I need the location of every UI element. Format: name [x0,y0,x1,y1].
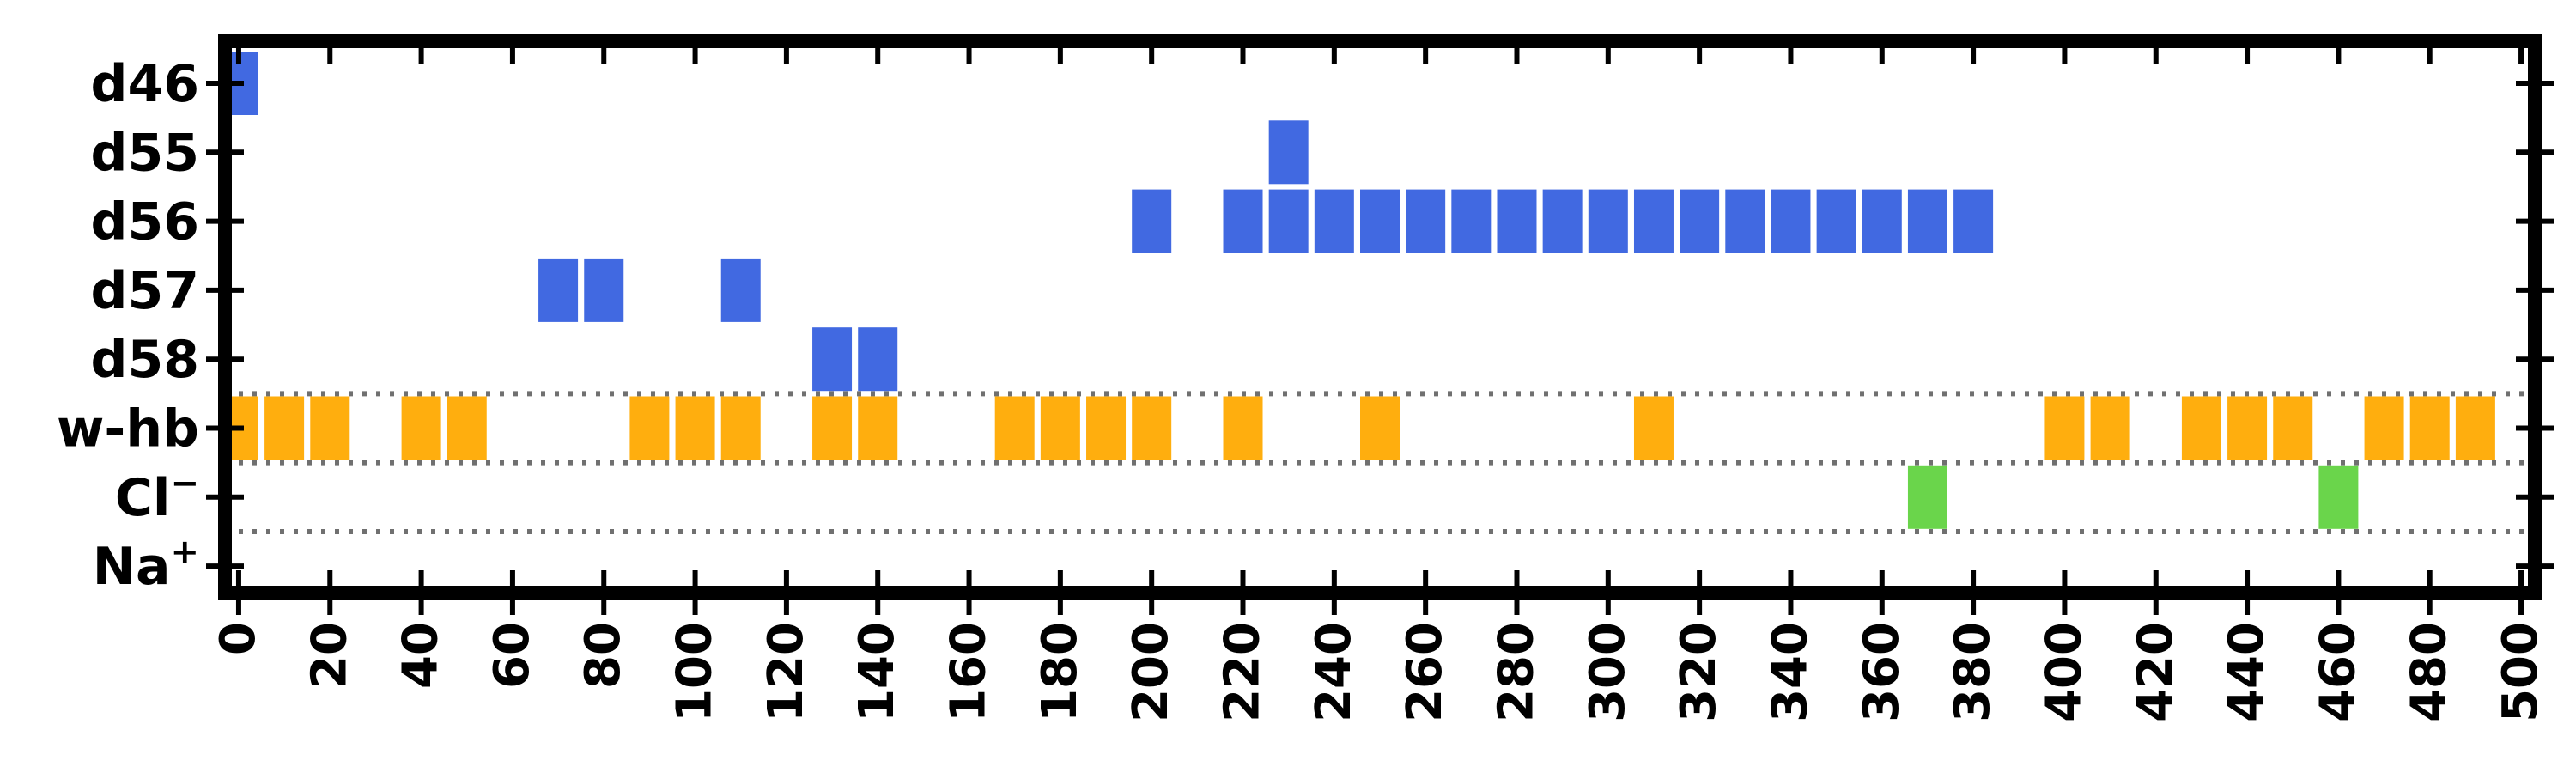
event-block-d56-310 [1633,189,1674,253]
event-block-d58-130 [812,327,853,392]
event-block-d57-80 [584,258,624,322]
event-block-cl-460 [2318,465,2359,529]
x-tick-label-60: 60 [484,622,540,689]
event-block-w-hb-20 [310,396,350,460]
event-block-w-hb-470 [2364,396,2404,460]
x-tick-label-40: 40 [393,622,449,689]
x-tick-label-140: 140 [849,622,905,722]
x-tick-label-220: 220 [1215,622,1271,722]
event-block-w-hb-140 [858,396,898,460]
x-tick-label-300: 300 [1580,622,1636,722]
event-block-d56-220 [1223,189,1263,253]
x-tick-label-180: 180 [1032,622,1088,722]
event-block-d56-280 [1497,189,1537,253]
event-block-w-hb-450 [2273,396,2313,460]
event-block-w-hb-50 [447,396,487,460]
event-block-w-hb-180 [1040,396,1080,460]
x-tick-label-0: 0 [210,622,266,655]
x-tick-label-320: 320 [1671,622,1727,722]
event-block-w-hb-90 [629,396,670,460]
event-block-d56-370 [1907,189,1947,253]
y-tick-label-cl: Cl− [115,464,199,528]
event-block-w-hb-130 [812,396,853,460]
event-block-d56-240 [1314,189,1354,253]
x-tick-label-380: 380 [1945,622,2001,722]
event-block-d56-350 [1816,189,1856,253]
event-block-w-hb-220 [1223,396,1263,460]
x-tick-label-440: 440 [2219,622,2275,722]
x-tick-label-400: 400 [2036,622,2092,722]
x-tick-label-240: 240 [1306,622,1362,722]
event-block-d58-140 [858,327,898,392]
plot-area: 0 20 40 60 80 100 120 140 160 180 200 220 240 260 280 3… [57,34,2554,722]
event-block-w-hb-100 [675,396,715,460]
event-block-cl-370 [1907,465,1947,529]
x-tick-label-460: 460 [2310,622,2366,722]
event-block-w-hb-10 [264,396,305,460]
event-block-w-hb-430 [2181,396,2221,460]
x-tick-label-360: 360 [1854,622,1910,722]
event-block-w-hb-110 [720,396,761,460]
event-block-d56-330 [1725,189,1765,253]
event-block-d56-380 [1953,189,1994,253]
event-block-w-hb-40 [401,396,441,460]
event-block-w-hb-490 [2455,396,2495,460]
x-tick-label-420: 420 [2128,622,2184,722]
event-block-d57-110 [720,258,761,322]
y-tick-label-d56: d56 [91,192,199,253]
x-tick-label-160: 160 [941,622,997,722]
x-tick-label-340: 340 [1762,622,1818,722]
x-tick-label-20: 20 [301,622,357,689]
y-tick-label-d57: d57 [91,261,199,321]
event-block-w-hb-200 [1132,396,1172,460]
y-tick-label-w-hb: w-hb [57,399,199,460]
x-tick-label-100: 100 [667,622,723,722]
y-tick-label-na: Na+ [93,533,199,597]
y-tick-label-d46: d46 [91,54,199,114]
x-tick-label-120: 120 [758,622,814,722]
event-block-w-hb-170 [994,396,1035,460]
event-block-w-hb-400 [2044,396,2085,460]
event-block-d57-70 [538,258,579,322]
event-block-w-hb-310 [1633,396,1674,460]
x-tick-label-500: 500 [2493,622,2549,722]
event-block-w-hb-190 [1086,396,1127,460]
event-block-d56-360 [1862,189,1902,253]
event-block-d55-230 [1268,120,1309,185]
x-tick-label-200: 200 [1123,622,1179,722]
event-block-d56-230 [1268,189,1309,253]
x-tick-label-280: 280 [1488,622,1544,722]
event-block-w-hb-410 [2090,396,2130,460]
event-block-w-hb-480 [2409,396,2450,460]
event-block-d56-270 [1451,189,1492,253]
event-block-d56-250 [1360,189,1400,253]
event-block-w-hb-440 [2227,396,2268,460]
event-block-d56-320 [1680,189,1720,253]
event-block-w-hb-250 [1360,396,1400,460]
x-tick-label-260: 260 [1397,622,1453,722]
y-tick-label-d55: d55 [91,123,199,183]
x-tick-label-480: 480 [2402,622,2458,722]
y-tick-label-d58: d58 [91,330,199,390]
event-block-d56-340 [1771,189,1811,253]
x-tick-label-80: 80 [575,622,631,689]
event-block-d56-200 [1132,189,1172,253]
event-block-d56-300 [1588,189,1628,253]
plot-frame [218,34,2542,600]
event-block-d56-290 [1542,189,1583,253]
event-block-d56-260 [1406,189,1446,253]
